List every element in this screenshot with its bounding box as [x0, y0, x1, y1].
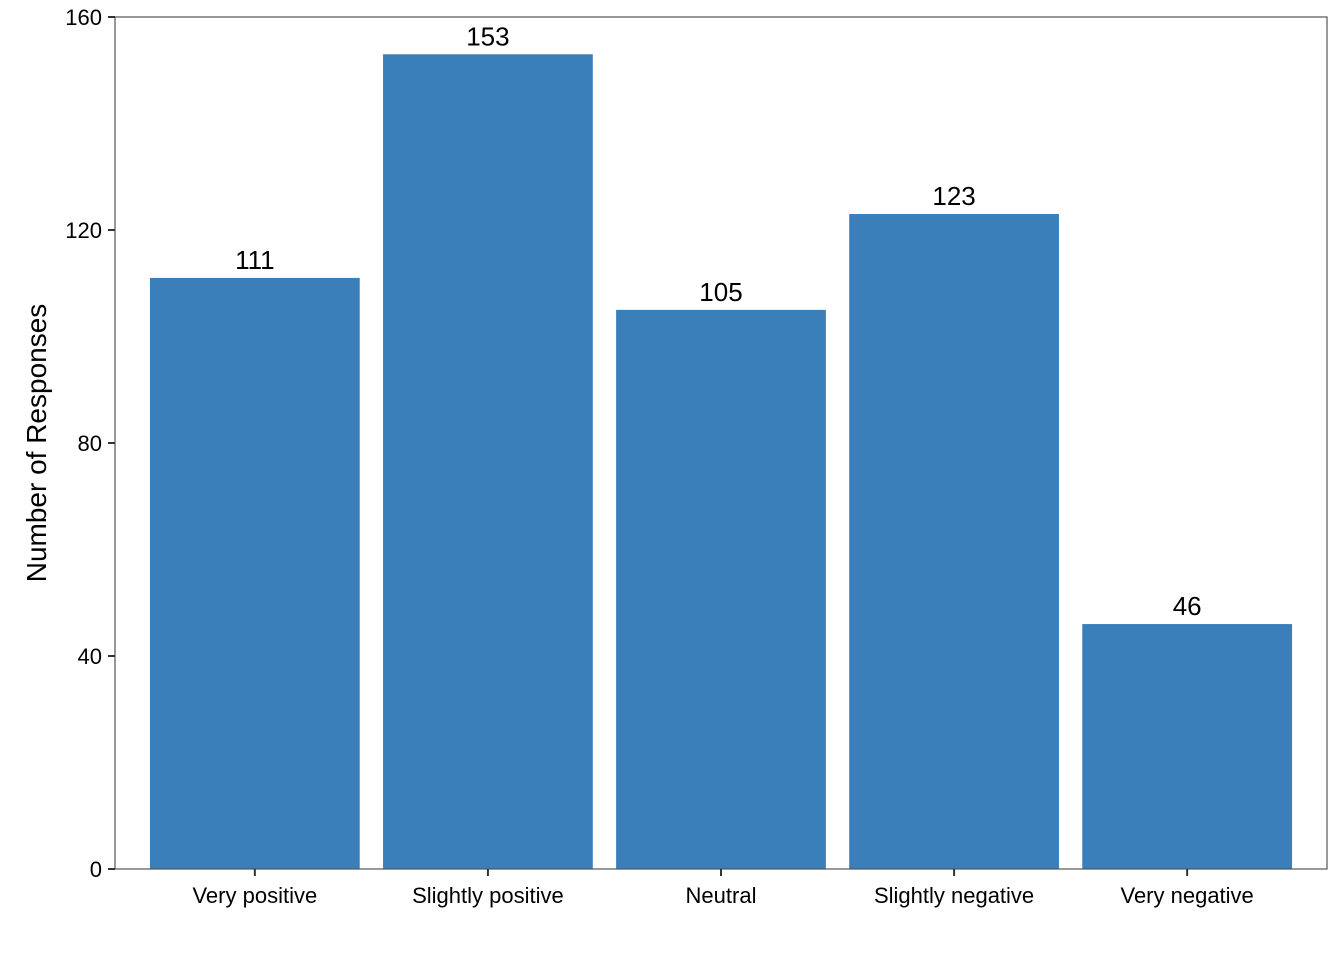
- data-label: 46: [1173, 591, 1202, 621]
- data-label: 105: [699, 277, 742, 307]
- bars-layer: [149, 54, 1293, 869]
- x-tick-label: Very negative: [1120, 883, 1253, 908]
- bar: [149, 277, 360, 869]
- data-label: 111: [235, 245, 275, 275]
- x-tick-label: Very positive: [192, 883, 317, 908]
- bar: [383, 54, 593, 869]
- bar: [616, 309, 826, 869]
- y-tick-label: 0: [90, 857, 102, 882]
- y-axis: 0 40 80 120 160: [65, 5, 115, 882]
- x-tick-label: Neutral: [686, 883, 757, 908]
- data-labels-layer: 111 153 105 123 46: [235, 21, 1202, 621]
- bar: [849, 214, 1059, 869]
- y-tick-label: 80: [78, 431, 102, 456]
- x-tick-label: Slightly positive: [412, 883, 564, 908]
- x-axis: Very positive Slightly positive Neutral Sli…: [192, 869, 1254, 908]
- y-tick-label: 40: [78, 644, 102, 669]
- y-tick-label: 120: [65, 218, 102, 243]
- x-tick-label: Slightly negative: [874, 883, 1034, 908]
- y-tick-label: 160: [65, 5, 102, 30]
- bar: [1082, 624, 1293, 869]
- data-label: 153: [466, 21, 509, 51]
- y-axis-title: Number of Responses: [21, 304, 52, 583]
- data-label: 123: [932, 181, 975, 211]
